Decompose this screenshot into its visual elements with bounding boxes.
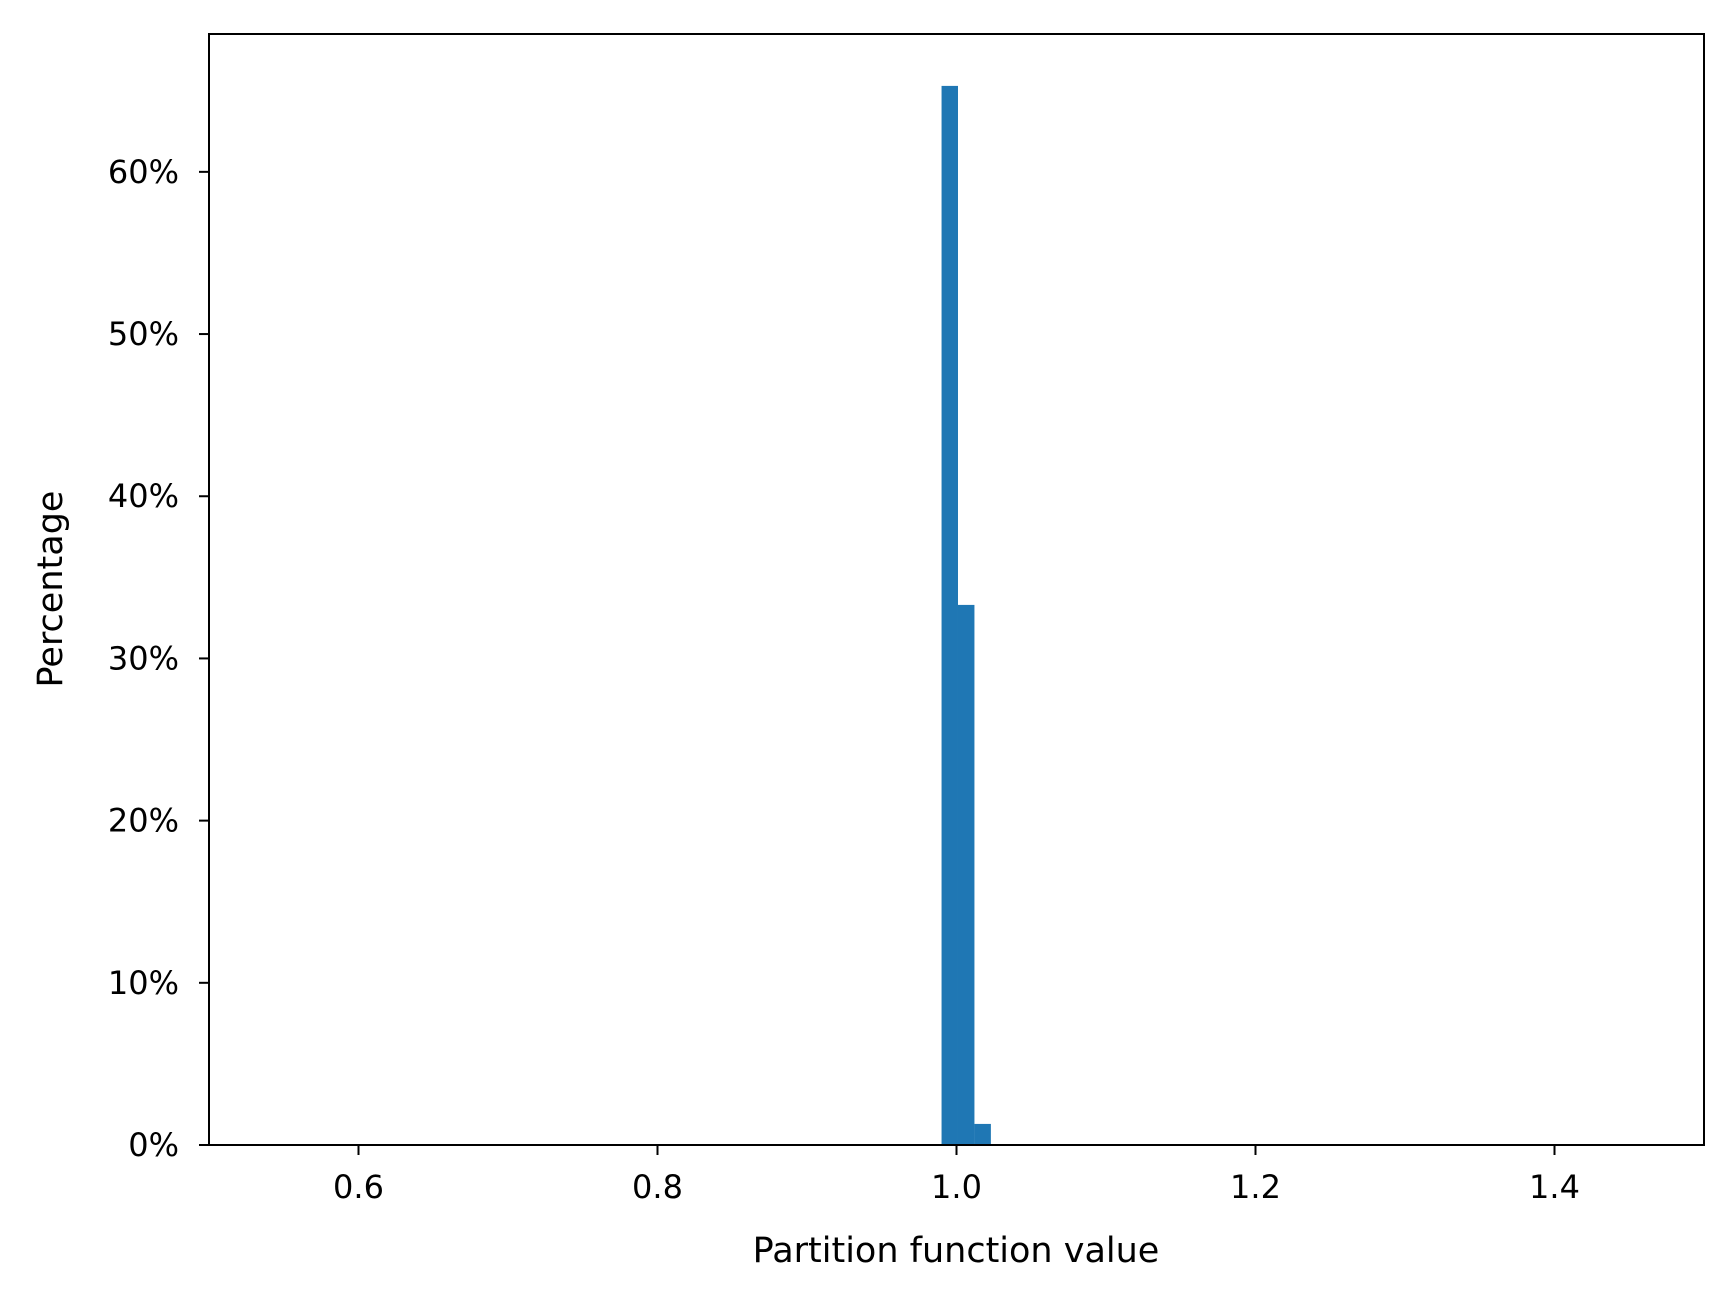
y-tick-label: 30% — [108, 639, 179, 677]
histogram-bars — [941, 85, 991, 1145]
histogram-bar-2 — [957, 604, 975, 1145]
x-tick-label: 1.2 — [1230, 1168, 1281, 1206]
x-tick-label: 0.8 — [632, 1168, 683, 1206]
histogram-bar-3 — [974, 1123, 991, 1145]
x-axis-ticks: 0.6 0.8 1.0 1.2 1.4 — [333, 1145, 1580, 1206]
y-tick-label: 0% — [128, 1126, 179, 1164]
x-tick-label: 0.6 — [333, 1168, 384, 1206]
x-tick-label: 1.4 — [1529, 1168, 1580, 1206]
y-tick-label: 60% — [108, 153, 179, 191]
x-axis-label: Partition function value — [753, 1231, 1160, 1271]
x-tick-label: 1.0 — [931, 1168, 982, 1206]
histogram-bar-1 — [941, 85, 958, 1145]
y-tick-label: 10% — [108, 964, 179, 1002]
y-tick-label: 20% — [108, 802, 179, 840]
y-tick-label: 40% — [108, 477, 179, 515]
y-axis-label: Percentage — [31, 491, 71, 688]
y-tick-label: 50% — [108, 315, 179, 353]
y-axis-ticks: 0% 10% 20% 30% 40% 50% 60% — [108, 153, 209, 1164]
